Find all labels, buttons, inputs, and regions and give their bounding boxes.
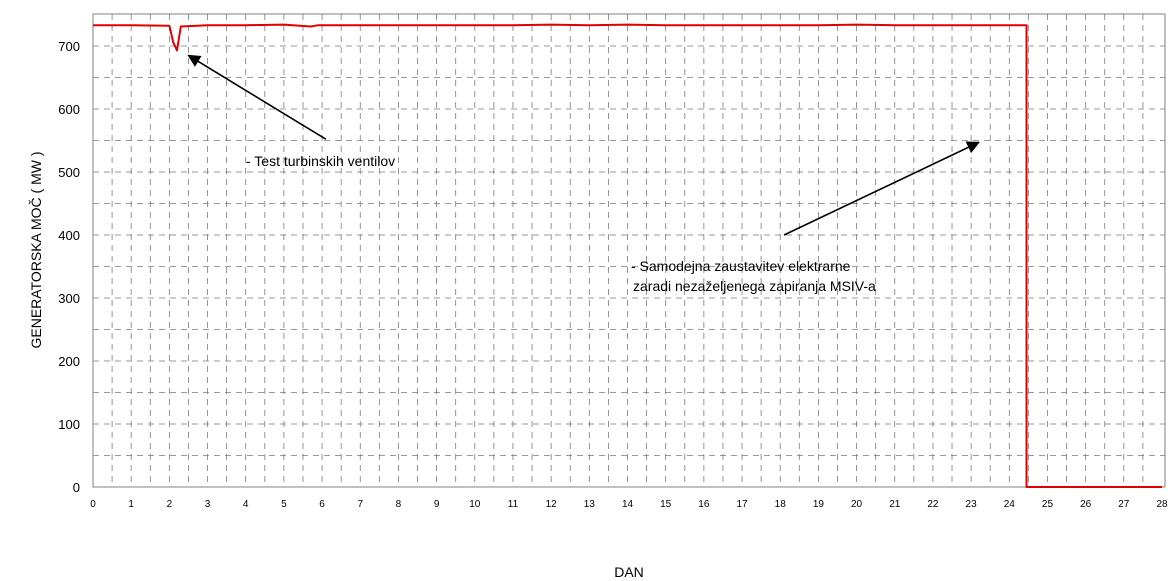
x-tick-label: 18: [775, 499, 787, 510]
x-tick-label: 17: [736, 499, 748, 510]
annotation-shutdown-line2: zaradi nezaželjenega zapiranja MSIV-a: [633, 278, 876, 294]
x-tick-label: 28: [1156, 499, 1168, 510]
annotation-test-turbine: - Test turbinskih ventilov: [246, 153, 395, 169]
x-tick-label: 25: [1042, 499, 1054, 510]
y-tick-label: 600: [58, 102, 80, 117]
x-tick-label: 11: [508, 499, 519, 510]
x-tick-label: 27: [1118, 499, 1130, 510]
y-tick-label: 100: [58, 417, 80, 432]
x-tick-label: 23: [966, 499, 978, 510]
x-tick-label: 22: [927, 499, 939, 510]
grid: [93, 14, 1165, 487]
x-tick-label: 3: [205, 499, 211, 510]
x-tick-label: 20: [851, 499, 863, 510]
annotation-arrow-test-turbine: [187, 54, 327, 140]
x-tick-label: 0: [90, 499, 96, 510]
x-tick-label: 26: [1080, 499, 1092, 510]
plot-area: [92, 13, 1166, 488]
y-tick-label: 700: [58, 39, 80, 54]
x-tick-label: 13: [584, 499, 596, 510]
x-tick-label: 2: [167, 499, 173, 510]
annotations: - Test turbinskih ventilov - Samodejna z…: [187, 54, 980, 294]
x-tick-label: 12: [546, 499, 558, 510]
x-tick-label: 7: [357, 499, 363, 510]
series-line-power: [93, 23, 1162, 488]
y-tick-label: 500: [58, 165, 80, 180]
x-tick-label: 10: [469, 499, 481, 510]
x-tick-label: 8: [396, 499, 402, 510]
x-tick-label: 21: [889, 499, 901, 510]
x-axis-title: DAN: [614, 564, 644, 580]
y-tick-label: 300: [58, 291, 80, 306]
x-tick-label: 9: [434, 499, 440, 510]
series-lines: [93, 23, 1162, 488]
y-tick-label: 200: [58, 354, 80, 369]
tick-labels: 0 1 2 3 4 5 6 7 8 9 10 11 12 13 14 15 16 17 18 19 20 21 22 23 24…: [58, 39, 1168, 510]
x-tick-label: 19: [813, 499, 825, 510]
y-axis-title: GENERATORSKA MOČ ( MW ): [28, 151, 44, 348]
x-tick-label: 4: [243, 499, 249, 510]
x-tick-label: 5: [281, 499, 287, 510]
x-tick-label: 16: [698, 499, 710, 510]
y-tick-label: 400: [58, 228, 80, 243]
annotation-shutdown-line1: - Samodejna zaustavitev elektrarne: [631, 258, 851, 274]
annotation-arrow-shutdown: [783, 141, 980, 236]
y-tick-label: 0: [73, 480, 80, 495]
x-tick-label: 1: [128, 499, 134, 510]
x-tick-label: 6: [319, 499, 325, 510]
x-tick-label: 24: [1004, 499, 1016, 510]
x-tick-label: 14: [622, 499, 634, 510]
x-tick-label: 15: [660, 499, 672, 510]
